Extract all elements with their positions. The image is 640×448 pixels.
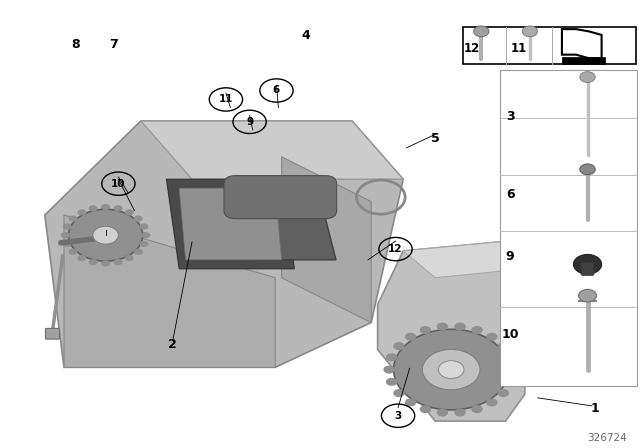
Circle shape: [436, 323, 448, 331]
Circle shape: [474, 26, 489, 37]
Polygon shape: [179, 188, 282, 260]
Circle shape: [63, 241, 72, 247]
Text: 3: 3: [506, 110, 515, 123]
Circle shape: [394, 329, 509, 410]
Circle shape: [404, 333, 416, 341]
Circle shape: [77, 255, 86, 261]
Polygon shape: [64, 215, 275, 367]
Text: 12: 12: [388, 244, 403, 254]
Text: 11: 11: [219, 95, 233, 104]
Circle shape: [471, 405, 483, 413]
Text: 5: 5: [431, 132, 440, 146]
Text: 2: 2: [168, 337, 177, 351]
Bar: [562, 57, 605, 64]
Text: 10: 10: [501, 328, 519, 341]
Circle shape: [486, 333, 498, 341]
Circle shape: [140, 241, 148, 247]
Text: 10: 10: [111, 179, 125, 189]
Circle shape: [393, 389, 404, 397]
Circle shape: [61, 232, 70, 238]
Circle shape: [454, 409, 466, 417]
Circle shape: [498, 389, 509, 397]
Circle shape: [486, 398, 498, 406]
Circle shape: [508, 366, 519, 374]
Circle shape: [89, 205, 98, 211]
Bar: [500, 70, 637, 386]
Text: 326724: 326724: [588, 433, 627, 443]
FancyBboxPatch shape: [224, 176, 337, 219]
Text: 8: 8: [71, 38, 80, 52]
Circle shape: [420, 405, 431, 413]
Text: 6: 6: [273, 86, 280, 95]
Circle shape: [101, 204, 110, 210]
Circle shape: [422, 349, 480, 390]
Circle shape: [68, 215, 77, 222]
Text: 4: 4: [301, 29, 310, 43]
Circle shape: [63, 224, 72, 230]
Circle shape: [77, 209, 86, 215]
Circle shape: [522, 26, 538, 37]
Text: 7: 7: [109, 38, 118, 52]
Circle shape: [505, 378, 516, 386]
Circle shape: [101, 260, 110, 267]
Circle shape: [113, 259, 122, 265]
Circle shape: [68, 249, 77, 255]
Circle shape: [579, 289, 596, 302]
Circle shape: [386, 353, 397, 362]
Text: 6: 6: [506, 188, 515, 202]
Polygon shape: [282, 157, 371, 323]
Circle shape: [93, 226, 118, 244]
Circle shape: [505, 353, 516, 362]
Circle shape: [580, 72, 595, 82]
Circle shape: [471, 326, 483, 334]
Circle shape: [140, 224, 148, 230]
Circle shape: [134, 215, 143, 222]
Circle shape: [89, 259, 98, 265]
Circle shape: [383, 366, 395, 374]
Circle shape: [125, 209, 134, 215]
Circle shape: [404, 398, 416, 406]
Polygon shape: [378, 242, 525, 421]
Circle shape: [438, 361, 464, 379]
Polygon shape: [45, 121, 403, 367]
Circle shape: [498, 342, 509, 350]
Circle shape: [393, 342, 404, 350]
Circle shape: [134, 249, 143, 255]
Circle shape: [386, 378, 397, 386]
Bar: [463, 27, 636, 64]
FancyBboxPatch shape: [581, 262, 594, 276]
Text: 12: 12: [463, 42, 480, 55]
Circle shape: [420, 326, 431, 334]
Text: 1: 1: [591, 402, 600, 415]
Circle shape: [68, 209, 143, 261]
Circle shape: [436, 409, 448, 417]
Polygon shape: [141, 121, 403, 179]
Polygon shape: [166, 179, 294, 269]
Circle shape: [573, 254, 602, 274]
Polygon shape: [237, 197, 336, 260]
Circle shape: [454, 323, 466, 331]
Text: 9: 9: [506, 250, 515, 263]
FancyBboxPatch shape: [45, 328, 60, 339]
Text: 11: 11: [510, 42, 527, 55]
Circle shape: [580, 164, 595, 175]
Text: 3: 3: [394, 411, 402, 421]
Text: 9: 9: [246, 117, 253, 127]
Circle shape: [113, 205, 122, 211]
Polygon shape: [403, 242, 525, 278]
Circle shape: [141, 232, 150, 238]
Circle shape: [125, 255, 134, 261]
